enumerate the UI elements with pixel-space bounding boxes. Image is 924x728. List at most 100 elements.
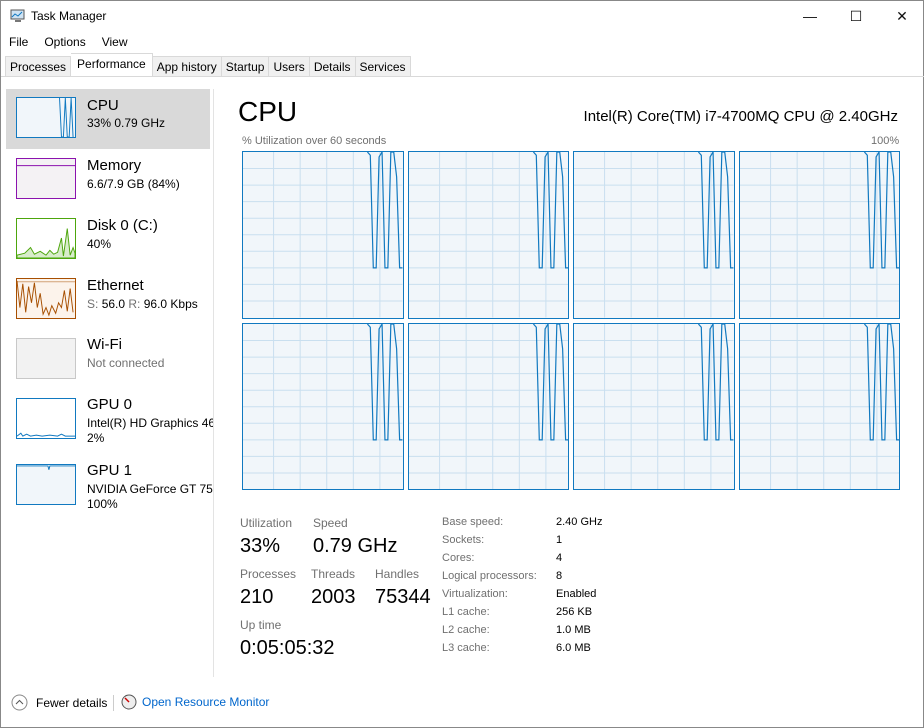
utilization-value: 33% [240,535,281,557]
sidebar-sub2: 100% [87,497,118,511]
processes-value: 210 [240,586,274,608]
tab-details[interactable]: Details [309,56,356,77]
spec-value: 8 [556,570,563,582]
spec-value: 1 [556,534,563,546]
close-button[interactable]: ✕ [896,7,908,24]
spec-label: Logical processors: [442,570,537,582]
cpu-thumbnail [16,97,76,138]
sidebar-item-wifi[interactable]: Wi-Fi Not connected [6,330,210,390]
window-title: Task Manager [31,9,107,23]
cpu-core-graph [573,322,735,490]
spec-value: 4 [556,552,563,564]
tab-performance[interactable]: Performance [71,53,153,77]
uptime-label: Up time [240,618,282,632]
speed-value: 0.79 GHz [313,535,398,557]
utilization-line [863,152,899,269]
sidebar-sub: Intel(R) HD Graphics 4600 [87,416,214,430]
utilization-line [697,152,734,269]
sidebar-divider [213,89,214,677]
gpu1-thumbnail [16,464,76,505]
utilization-line [863,323,899,440]
cpu-core-graph [738,151,900,319]
cpu-core-graph [242,322,404,490]
utilization-line [366,323,403,440]
task-manager-icon [10,9,25,22]
handles-value: 75344 [375,586,431,608]
sidebar-sub: NVIDIA GeForce GT 750M [87,482,214,496]
tab-divider [1,76,924,77]
cpu-graphs [242,151,900,490]
threads-value: 2003 [311,586,356,608]
processes-label: Processes [240,567,297,581]
sidebar-item-cpu[interactable]: CPU 33% 0.79 GHz [6,89,210,149]
spec-label: Base speed: [442,516,504,528]
cpu-core-graph [407,151,569,319]
sidebar-label: Wi-Fi [87,336,122,353]
utilization-label: Utilization [240,516,293,530]
ethernet-throughput: S: 56.0 R: 96.0 Kbps [87,297,214,311]
menu-file[interactable]: File [9,35,29,49]
tab-startup[interactable]: Startup [221,56,270,77]
spec-label: L3 cache: [442,642,490,654]
ethernet-thumbnail [16,278,76,319]
send-label: S: [87,297,99,311]
open-resource-monitor-label: Open Resource Monitor [142,695,270,709]
wifi-thumbnail [16,338,76,379]
open-resource-monitor-link[interactable]: Open Resource Monitor [121,694,269,710]
resource-monitor-icon [121,694,137,710]
sidebar-item-gpu0[interactable]: GPU 0 Intel(R) HD Graphics 4600 2% [6,390,214,450]
sidebar-label: GPU 0 [87,396,133,413]
cpu-core-graph [242,151,404,319]
spec-value: 6.0 MB [556,642,591,654]
disk-thumbnail [16,218,76,259]
page-title: CPU [238,96,298,127]
utilization-line [532,323,568,440]
tab-processes[interactable]: Processes [5,56,72,77]
receive-value: 96.0 Kbps [143,297,198,311]
graph-max-label: 100% [871,135,900,147]
tab-users[interactable]: Users [269,56,310,77]
spec-label: L1 cache: [442,606,490,618]
sidebar-label: Disk 0 (C:) [87,217,158,234]
tab-services[interactable]: Services [355,56,411,77]
maximize-button[interactable]: ☐ [849,7,863,24]
tab-app-history[interactable]: App history [152,56,222,77]
receive-label: R: [128,297,141,311]
sidebar-item-memory[interactable]: Memory 6.6/7.9 GB (84%) [6,150,210,210]
tab-bar: Processes Performance App history Startu… [5,53,411,77]
utilization-line [697,323,734,440]
sidebar-sub: 33% 0.79 GHz [87,116,166,130]
sidebar-item-ethernet[interactable]: Ethernet S: 56.0 R: 96.0 Kbps [6,270,210,330]
gpu0-thumbnail [16,398,76,439]
menu-view[interactable]: View [101,35,128,49]
cpu-core-graph [738,322,900,490]
uptime-value: 0:05:05:32 [240,637,335,659]
handles-label: Handles [375,567,420,581]
menu-options[interactable]: Options [44,35,86,49]
menu-bar: File Options View [1,33,136,51]
spec-label: Sockets: [442,534,485,546]
fewer-details-button[interactable]: Fewer details [11,694,107,711]
title-bar: Task Manager — ☐ ✕ [1,1,924,31]
sidebar-item-disk[interactable]: Disk 0 (C:) 40% [6,210,210,270]
spec-label: Virtualization: [442,588,508,600]
send-value: 56.0 [101,297,126,311]
cpu-core-graph [573,151,735,319]
sidebar-sub: 40% [87,237,112,251]
memory-thumbnail [16,158,76,199]
chevron-up-circle-icon [11,694,28,711]
cpu-model: Intel(R) Core(TM) i7-4700MQ CPU @ 2.40GH… [583,108,898,125]
spec-value: 2.40 GHz [556,516,603,528]
sidebar-label: CPU [87,97,119,114]
sidebar-label: Ethernet [87,277,144,294]
threads-label: Threads [311,567,356,581]
minimize-button[interactable]: — [803,8,817,24]
cpu-core-graph [407,322,569,490]
sidebar-sub: Not connected [87,356,165,370]
sidebar-item-gpu1[interactable]: GPU 1 NVIDIA GeForce GT 750M 100% [6,456,214,516]
sidebar-sub: 6.6/7.9 GB (84%) [87,177,180,191]
utilization-line [532,152,568,269]
graph-label: % Utilization over 60 seconds [242,135,387,147]
spec-value: 1.0 MB [556,624,591,636]
